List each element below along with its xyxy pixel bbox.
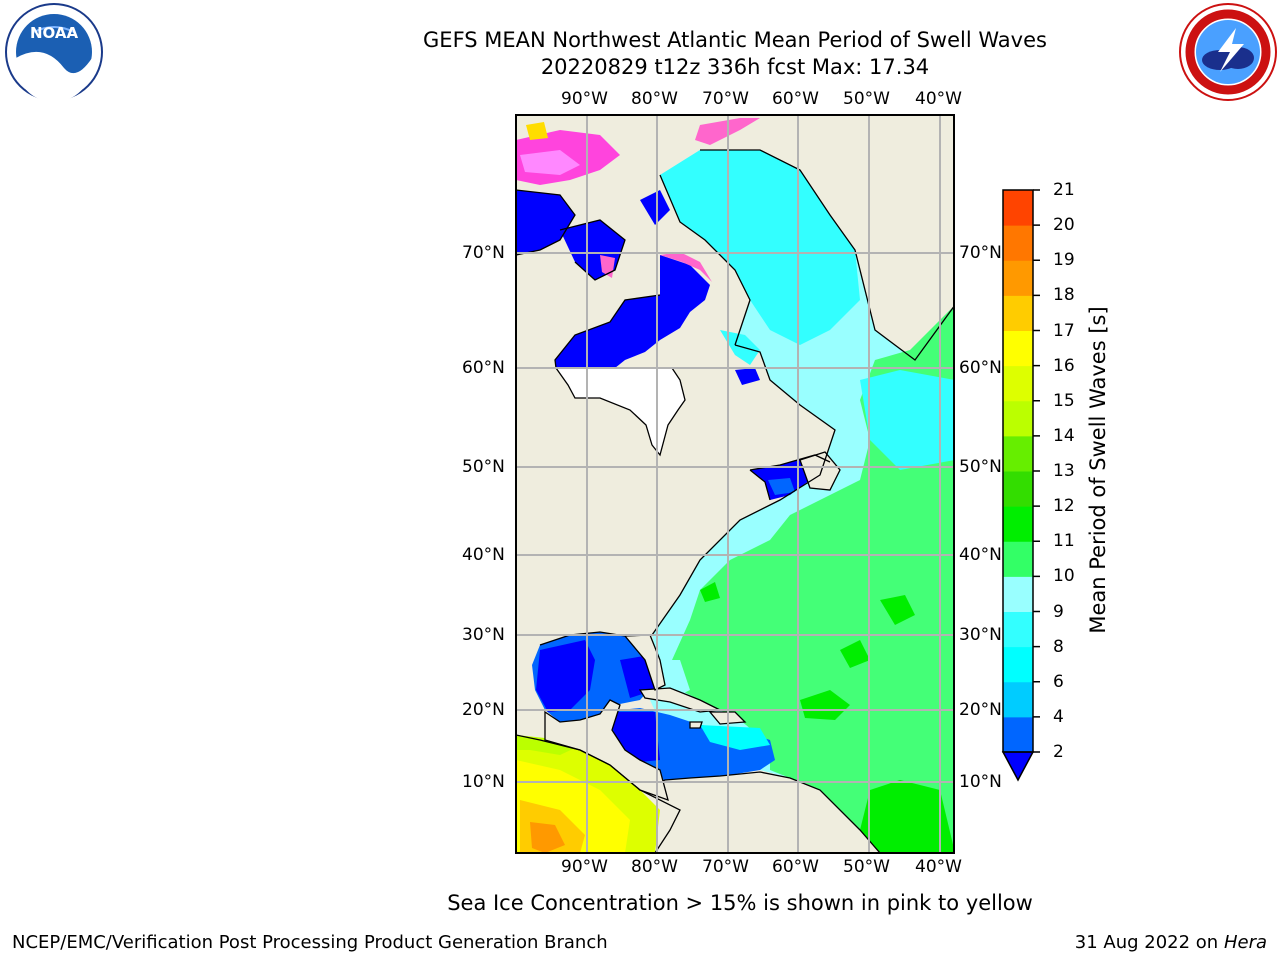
map-subtitle: 20220829 t12z 336h fcst Max: 17.34 xyxy=(540,55,930,79)
colorbar-tick-label: 6 xyxy=(1053,671,1064,692)
lat-tick-left: 70°N xyxy=(462,243,505,263)
swell-patch-cyan xyxy=(660,150,860,345)
lat-tick-left: 40°N xyxy=(462,545,505,565)
colorbar-swatch xyxy=(1003,435,1033,472)
colorbar xyxy=(1003,189,1040,753)
lon-tick-bottom: 40°W xyxy=(915,857,962,877)
lat-tick-right: 20°N xyxy=(959,700,1002,720)
lat-tick-right: 50°N xyxy=(959,457,1002,477)
map-frame xyxy=(515,114,955,854)
lat-tick-left: 30°N xyxy=(462,625,505,645)
colorbar-tick-label: 16 xyxy=(1053,355,1075,376)
colorbar-label: Mean Period of Swell Waves [s] xyxy=(1086,306,1110,634)
colorbar-tick-label: 14 xyxy=(1053,425,1075,446)
colorbar-swatch xyxy=(1003,646,1033,683)
colorbar-tick-label: 9 xyxy=(1053,601,1064,622)
colorbar-tick-label: 17 xyxy=(1053,320,1075,341)
lat-tick-right: 60°N xyxy=(959,358,1002,378)
colorbar-tick-label: 2 xyxy=(1053,742,1064,762)
colorbar-swatch xyxy=(1003,681,1033,718)
footer-date: 31 Aug 2022 on Hera xyxy=(1075,932,1267,953)
sea-ice-caption: Sea Ice Concentration > 15% is shown in … xyxy=(447,891,1033,915)
lat-tick-right: 40°N xyxy=(959,545,1002,565)
colorbar-tick-label: 12 xyxy=(1053,496,1075,517)
footer-host: Hera xyxy=(1223,932,1267,953)
colorbar-tick-label: 10 xyxy=(1053,566,1075,587)
lon-tick-top: 90°W xyxy=(561,89,608,109)
lon-tick-top: 60°W xyxy=(772,89,819,109)
lon-tick-top: 40°W xyxy=(915,89,962,109)
lat-tick-left: 20°N xyxy=(462,700,505,720)
lat-tick-left: 10°N xyxy=(462,772,505,792)
colorbar-swatch xyxy=(1003,260,1033,296)
colorbar-tick-label: 11 xyxy=(1053,531,1075,552)
lon-tick-bottom: 50°W xyxy=(843,857,890,877)
colorbar-under-arrow xyxy=(1001,751,1035,782)
lon-tick-bottom: 60°W xyxy=(772,857,819,877)
colorbar-tick-label: 8 xyxy=(1053,636,1064,657)
colorbar-swatch xyxy=(1003,541,1033,577)
colorbar-tick-label: 18 xyxy=(1053,285,1075,306)
map-title: GEFS MEAN Northwest Atlantic Mean Period… xyxy=(423,28,1047,52)
colorbar-swatch xyxy=(1003,611,1033,648)
colorbar-tick-label: 13 xyxy=(1053,461,1075,481)
colorbar-swatch xyxy=(1003,295,1033,331)
colorbar-swatch xyxy=(1003,190,1033,226)
lat-tick-left: 50°N xyxy=(462,457,505,477)
colorbar-tick-label: 21 xyxy=(1053,180,1075,200)
colorbar-tick-label: 15 xyxy=(1053,390,1075,411)
colorbar-swatch xyxy=(1003,365,1033,402)
lat-tick-right: 70°N xyxy=(959,243,1002,263)
lat-tick-right: 10°N xyxy=(959,772,1002,792)
hudson-bay xyxy=(555,255,710,368)
colorbar-swatch xyxy=(1003,576,1033,612)
nws-logo-icon xyxy=(1178,2,1278,106)
colorbar-frame xyxy=(1002,189,1034,753)
colorbar-swatch xyxy=(1003,225,1033,261)
south-america-land xyxy=(638,771,881,853)
colorbar-swatch xyxy=(1003,506,1033,542)
lon-tick-top: 80°W xyxy=(631,89,678,109)
lat-tick-right: 30°N xyxy=(959,625,1002,645)
noaa-logo-icon: NOAA xyxy=(4,2,104,106)
colorbar-swatch xyxy=(1003,471,1033,507)
lat-tick-left: 60°N xyxy=(462,358,505,378)
lon-tick-bottom: 90°W xyxy=(561,857,608,877)
svg-text:NOAA: NOAA xyxy=(30,24,79,42)
lon-tick-top: 50°W xyxy=(843,89,890,109)
colorbar-swatch xyxy=(1003,330,1033,367)
colorbar-tick-label: 19 xyxy=(1053,250,1075,271)
lon-tick-top: 70°W xyxy=(702,89,749,109)
footer-branch: NCEP/EMC/Verification Post Processing Pr… xyxy=(12,932,608,953)
swell-patch-dark-green xyxy=(860,780,954,853)
colorbar-tick-label: 20 xyxy=(1053,215,1075,236)
lon-tick-bottom: 80°W xyxy=(631,857,678,877)
graticule xyxy=(516,115,954,853)
colorbar-swatch xyxy=(1003,716,1033,753)
colorbar-swatch xyxy=(1003,400,1033,437)
footer-date-text: 31 Aug 2022 on xyxy=(1074,932,1219,953)
lon-tick-bottom: 70°W xyxy=(702,857,749,877)
colorbar-tick-label: 4 xyxy=(1053,706,1064,727)
